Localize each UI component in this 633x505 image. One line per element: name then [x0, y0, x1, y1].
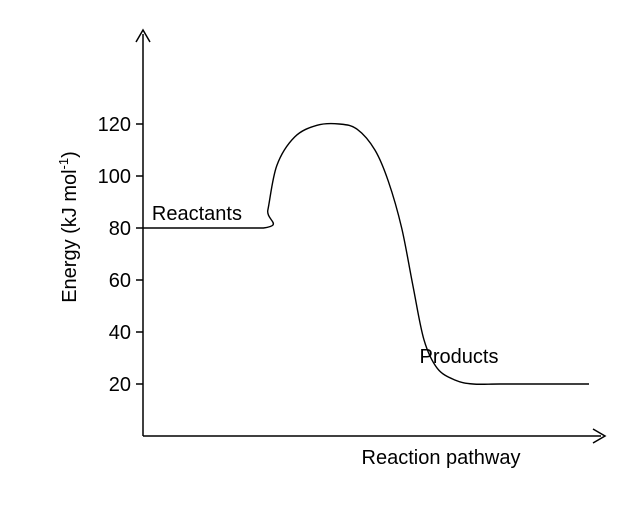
- y-tick-label: 80: [109, 218, 131, 240]
- annotations: Reactants Products: [152, 203, 499, 368]
- y-axis-title: Energy (kJ mol-1): [56, 151, 81, 303]
- y-tick-label: 120: [98, 114, 131, 136]
- y-axis-title-superscript: -1: [56, 158, 71, 170]
- y-tick-label: 40: [109, 322, 131, 344]
- y-tick-label: 20: [109, 374, 131, 396]
- annotation-reactants: Reactants: [152, 203, 242, 225]
- y-tick-label: 100: [98, 166, 131, 188]
- energy-curve: [143, 122, 589, 385]
- y-axis-title-main: Energy (kJ mol: [59, 169, 81, 302]
- y-ticks: 20 40 60 80 100 120: [98, 114, 143, 396]
- y-tick-label: 60: [109, 270, 131, 292]
- x-axis-title: Reaction pathway: [362, 447, 521, 469]
- y-axis-title-close: ): [59, 151, 81, 158]
- x-axis-arrowhead: [592, 428, 607, 444]
- annotation-products: Products: [420, 346, 499, 368]
- y-axis-arrowhead: [135, 28, 151, 43]
